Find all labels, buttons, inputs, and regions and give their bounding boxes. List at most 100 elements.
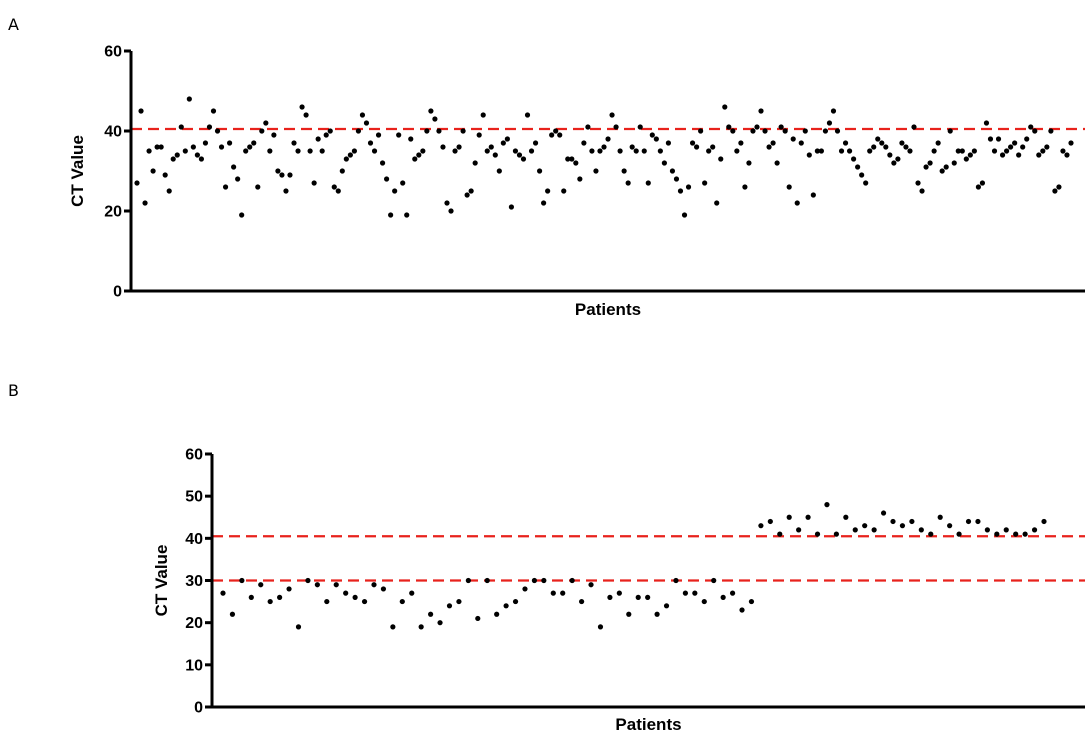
y-tick-label: 60: [104, 44, 122, 61]
y-axis-title: CT Value: [68, 135, 87, 207]
data-point: [1020, 144, 1026, 150]
data-point: [714, 200, 720, 206]
data-point: [158, 144, 164, 150]
data-point: [182, 148, 188, 154]
data-point: [1008, 144, 1014, 150]
data-point: [786, 514, 792, 520]
data-point: [601, 144, 607, 150]
data-point: [605, 136, 611, 142]
data-point: [633, 148, 639, 154]
data-point: [412, 156, 418, 162]
x-axis-title: Patients: [615, 715, 681, 734]
data-point: [649, 132, 655, 138]
data-point: [174, 152, 180, 158]
data-point: [943, 164, 949, 170]
data-point: [283, 188, 289, 194]
data-point: [621, 168, 627, 174]
data-point: [476, 132, 482, 138]
data-point: [748, 598, 755, 605]
data-point: [774, 160, 780, 166]
data-point: [738, 140, 744, 146]
data-point: [440, 144, 446, 150]
data-point: [339, 168, 345, 174]
data-point: [347, 152, 353, 158]
data-point: [673, 176, 680, 182]
data-point: [359, 112, 366, 118]
data-point: [460, 128, 466, 134]
data-point: [315, 136, 321, 142]
data-point: [805, 514, 811, 520]
data-point: [689, 140, 696, 146]
data-point: [754, 124, 760, 130]
data-point: [987, 136, 994, 142]
data-point: [384, 176, 390, 182]
data-point: [371, 582, 377, 588]
y-tick-label: 30: [185, 573, 203, 590]
data-point: [524, 112, 531, 118]
data-point: [243, 148, 249, 154]
data-point: [588, 582, 594, 588]
data-point: [214, 128, 221, 134]
data-point: [796, 527, 802, 533]
data-point: [1041, 518, 1047, 525]
data-point: [392, 188, 398, 194]
y-tick-label: 0: [113, 284, 122, 301]
y-tick-label: 20: [185, 615, 203, 632]
data-point: [1060, 148, 1066, 154]
data-point: [729, 590, 736, 596]
data-point: [549, 132, 555, 138]
data-point: [226, 140, 233, 146]
data-point: [947, 128, 953, 134]
data-point: [822, 128, 829, 134]
data-point: [677, 188, 684, 194]
data-point: [746, 160, 752, 166]
data-point: [1048, 128, 1054, 134]
data-point: [891, 160, 897, 166]
data-point: [388, 212, 394, 218]
data-point: [1036, 152, 1042, 158]
data-point: [790, 136, 796, 142]
data-point: [1012, 140, 1018, 146]
data-point: [875, 136, 881, 142]
data-point: [975, 518, 981, 525]
data-point: [390, 624, 396, 630]
data-point: [979, 180, 986, 186]
data-point: [903, 144, 909, 150]
data-point: [186, 96, 192, 102]
data-point: [726, 124, 732, 130]
data-point: [826, 120, 833, 126]
y-tick-label: 10: [185, 657, 203, 674]
data-point: [965, 518, 972, 525]
data-point: [531, 577, 538, 584]
data-point: [706, 148, 712, 154]
data-point: [503, 603, 509, 609]
x-axis-title: Patients: [575, 300, 641, 319]
data-point: [937, 514, 943, 520]
data-point: [734, 148, 740, 154]
data-point: [581, 140, 587, 146]
data-point: [436, 128, 442, 134]
data-point: [202, 140, 209, 146]
data-point: [1044, 144, 1050, 150]
data-point: [363, 120, 370, 126]
data-point: [955, 148, 961, 154]
data-point: [995, 136, 1002, 142]
data-point: [758, 523, 764, 529]
data-point: [295, 148, 301, 154]
data-point: [324, 598, 330, 605]
data-point: [267, 148, 273, 154]
data-point: [222, 184, 229, 190]
data-point: [1056, 184, 1062, 190]
data-point: [557, 132, 563, 138]
data-point: [231, 164, 237, 170]
data-point: [512, 148, 519, 154]
data-point: [248, 594, 254, 600]
data-point: [541, 200, 547, 206]
data-point: [154, 144, 160, 150]
data-point: [1003, 527, 1009, 533]
data-point: [919, 188, 925, 194]
data-point: [420, 148, 426, 154]
data-point: [609, 112, 615, 118]
data-point: [984, 527, 990, 533]
